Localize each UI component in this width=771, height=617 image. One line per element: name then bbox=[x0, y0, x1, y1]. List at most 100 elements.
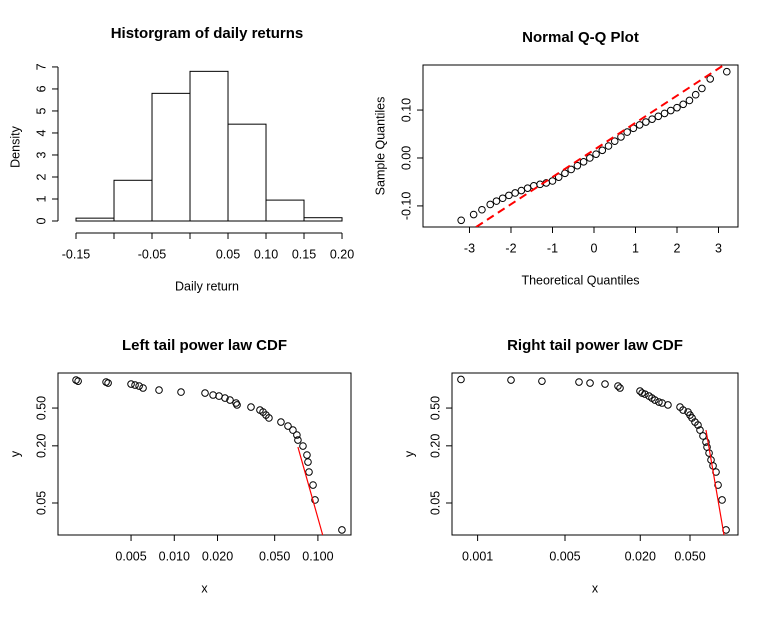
y-tick-label: 0.05 bbox=[34, 491, 48, 515]
y-tick-label: 0 bbox=[34, 217, 48, 224]
x-axis-label: Daily return bbox=[175, 279, 239, 293]
panel-title: Historgram of daily returns bbox=[111, 25, 304, 42]
point bbox=[226, 396, 234, 404]
x-tick-label: -0.05 bbox=[138, 247, 167, 261]
point bbox=[654, 112, 663, 121]
x-tick-label: 0 bbox=[591, 241, 598, 255]
point bbox=[299, 442, 307, 450]
point bbox=[616, 384, 624, 392]
point bbox=[478, 205, 486, 214]
point bbox=[277, 418, 285, 426]
y-tick-label: 4 bbox=[34, 129, 48, 136]
y-axis-label: Density bbox=[8, 125, 22, 167]
point bbox=[586, 154, 594, 162]
y-axis-label: y bbox=[402, 450, 416, 457]
point bbox=[104, 379, 112, 387]
y-tick-label: -0.10 bbox=[399, 192, 413, 221]
point bbox=[623, 128, 631, 136]
point bbox=[592, 150, 600, 158]
point bbox=[498, 194, 507, 203]
x-tick-label: 0.10 bbox=[254, 247, 278, 261]
point bbox=[641, 390, 649, 398]
point bbox=[714, 481, 722, 489]
x-tick-label: 2 bbox=[674, 241, 681, 255]
panel: Historgram of daily returns Daily return D… bbox=[8, 25, 354, 293]
point bbox=[598, 146, 607, 155]
point bbox=[131, 381, 139, 389]
bar bbox=[227, 123, 267, 222]
panel: Left tail power law CDF x y 0.005 0.010 0.020… bbox=[8, 337, 352, 595]
point bbox=[610, 137, 619, 146]
point bbox=[586, 379, 594, 387]
point bbox=[718, 496, 726, 504]
x-tick-label: 0.15 bbox=[292, 247, 316, 261]
point bbox=[648, 115, 656, 123]
x-tick-label: 0.050 bbox=[674, 549, 705, 563]
y-tick-label: 1 bbox=[34, 195, 48, 202]
point bbox=[561, 169, 569, 178]
point bbox=[573, 161, 582, 170]
panel: Normal Q-Q Plot Theoretical Quantiles Samp… bbox=[373, 29, 739, 287]
y-tick-label: 0.50 bbox=[428, 396, 442, 420]
point bbox=[617, 133, 625, 141]
x-tick-label: 0.010 bbox=[159, 549, 190, 563]
y-tick-label: 0.05 bbox=[428, 491, 442, 515]
x-tick-label: -1 bbox=[547, 241, 558, 255]
point bbox=[614, 382, 622, 390]
point bbox=[155, 386, 163, 394]
point bbox=[469, 210, 478, 219]
point bbox=[664, 401, 672, 409]
point bbox=[311, 496, 319, 504]
point bbox=[457, 375, 465, 384]
bar bbox=[189, 70, 229, 222]
x-tick-label: -0.15 bbox=[62, 247, 91, 261]
point bbox=[604, 142, 613, 150]
x-axis-label: x bbox=[592, 581, 599, 595]
panel-title: Normal Q-Q Plot bbox=[522, 29, 639, 46]
point bbox=[548, 177, 557, 185]
point bbox=[507, 376, 515, 384]
x-tick-label: -3 bbox=[464, 241, 475, 255]
point bbox=[722, 67, 731, 76]
x-tick-label: 0.05 bbox=[216, 247, 240, 261]
point bbox=[523, 184, 532, 192]
y-tick-label: 6 bbox=[34, 85, 48, 92]
point bbox=[642, 118, 650, 126]
y-axis-label: Sample Quantiles bbox=[373, 97, 387, 196]
y-tick-label: 5 bbox=[34, 107, 48, 114]
point bbox=[696, 426, 704, 434]
point bbox=[265, 414, 273, 422]
x-tick-label: 0.005 bbox=[115, 549, 146, 563]
point bbox=[233, 401, 241, 409]
point bbox=[694, 421, 702, 429]
y-tick-label: 3 bbox=[34, 151, 48, 158]
x-tick-label: 0.005 bbox=[549, 549, 580, 563]
x-tick-label: -2 bbox=[505, 241, 516, 255]
bar bbox=[75, 217, 115, 222]
plot-box bbox=[57, 372, 352, 536]
y-tick-label: 2 bbox=[34, 173, 48, 180]
bar bbox=[265, 199, 305, 222]
x-tick-label: 1 bbox=[632, 241, 639, 255]
x-tick-label: 0.050 bbox=[259, 549, 290, 563]
point bbox=[303, 451, 311, 459]
point bbox=[209, 391, 217, 399]
bar bbox=[113, 179, 153, 222]
reference-line bbox=[705, 429, 725, 535]
point bbox=[601, 380, 609, 388]
x-axis-label: Theoretical Quantiles bbox=[521, 273, 639, 287]
point bbox=[567, 165, 575, 174]
reference-line bbox=[475, 65, 725, 227]
point bbox=[289, 426, 297, 434]
point bbox=[702, 438, 710, 446]
point bbox=[538, 377, 546, 385]
plot-box bbox=[451, 372, 739, 536]
point bbox=[679, 100, 688, 109]
point bbox=[247, 403, 255, 411]
point bbox=[304, 458, 312, 466]
reference-line bbox=[297, 446, 324, 535]
point bbox=[338, 526, 346, 534]
y-tick-label: 0.50 bbox=[34, 396, 48, 420]
